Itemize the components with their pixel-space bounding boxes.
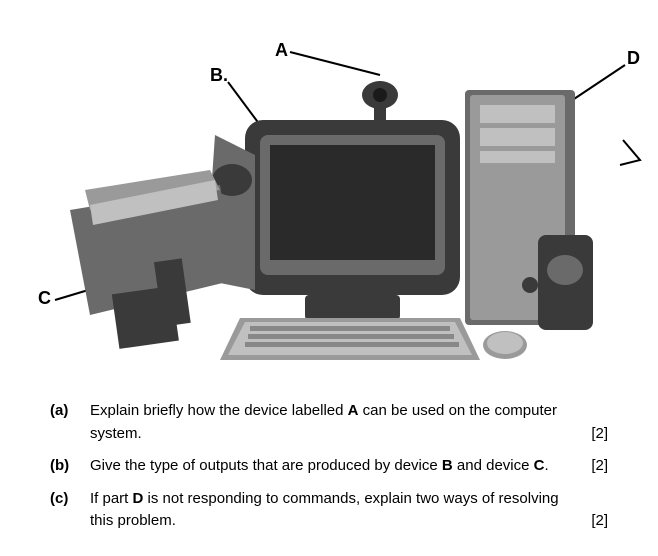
mouse-device xyxy=(483,331,527,359)
computer-diagram: A B. C D xyxy=(10,10,648,390)
q-marks: [2] xyxy=(591,455,608,478)
q-marks: [2] xyxy=(591,510,608,533)
q-text-mid: and device xyxy=(453,457,534,474)
q-text: Explain briefly how the device labelled … xyxy=(90,400,608,445)
q-text-post: is not responding to commands, explain t… xyxy=(90,490,559,530)
q-marks: [2] xyxy=(591,423,608,446)
speaker-right xyxy=(538,235,593,330)
question-a: (a) Explain briefly how the device label… xyxy=(50,400,608,445)
q-bold-A: A xyxy=(348,402,359,419)
keyboard-device xyxy=(220,318,480,360)
printer-device xyxy=(70,170,235,349)
monitor-device xyxy=(245,120,460,320)
q-bold-B: B xyxy=(442,457,453,474)
question-b: (b) Give the type of outputs that are pr… xyxy=(50,455,608,478)
q-letter: (b) xyxy=(50,455,90,478)
questions-block: (a) Explain briefly how the device label… xyxy=(10,390,648,533)
question-c: (c) If part D is not responding to comma… xyxy=(50,488,608,533)
q-bold-C: C xyxy=(534,457,545,474)
q-text: Give the type of outputs that are produc… xyxy=(90,455,608,478)
q-bold-D: D xyxy=(133,490,144,507)
webcam-device xyxy=(362,81,398,124)
q-text-pre: Give the type of outputs that are produc… xyxy=(90,457,442,474)
computer-illustration xyxy=(60,60,620,370)
q-text-pre: Explain briefly how the device labelled xyxy=(90,402,348,419)
q-letter: (a) xyxy=(50,400,90,445)
q-letter: (c) xyxy=(50,488,90,533)
q-text-post: . xyxy=(544,457,548,474)
q-text-pre: If part xyxy=(90,490,133,507)
q-text: If part D is not responding to commands,… xyxy=(90,488,608,533)
